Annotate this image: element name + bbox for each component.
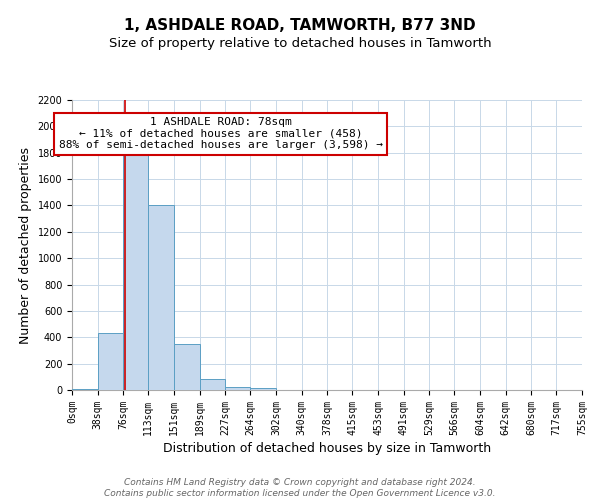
X-axis label: Distribution of detached houses by size in Tamworth: Distribution of detached houses by size … [163,442,491,455]
Bar [72,388,98,390]
Bar [250,388,276,390]
Text: 1 ASHDALE ROAD: 78sqm
← 11% of detached houses are smaller (458)
88% of semi-det: 1 ASHDALE ROAD: 78sqm ← 11% of detached … [59,117,383,150]
Bar [124,150,148,390]
Bar [148,206,174,390]
Y-axis label: Number of detached properties: Number of detached properties [19,146,32,344]
Text: Contains HM Land Registry data © Crown copyright and database right 2024.
Contai: Contains HM Land Registry data © Crown c… [104,478,496,498]
Bar [98,334,124,390]
Bar [174,344,200,390]
Text: Size of property relative to detached houses in Tamworth: Size of property relative to detached ho… [109,38,491,51]
Text: 1, ASHDALE ROAD, TAMWORTH, B77 3ND: 1, ASHDALE ROAD, TAMWORTH, B77 3ND [124,18,476,32]
Bar [200,380,226,390]
Bar [226,386,250,390]
